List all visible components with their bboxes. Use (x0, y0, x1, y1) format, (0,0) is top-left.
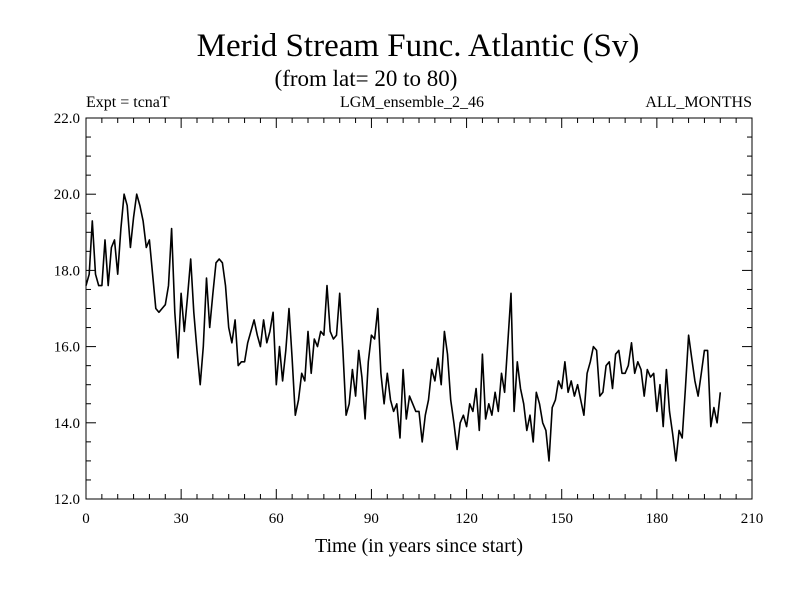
y-tick-label: 16.0 (54, 340, 80, 356)
x-tick-label: 30 (174, 511, 189, 527)
series-line (85, 193, 722, 462)
y-tick-label: 18.0 (54, 263, 80, 279)
x-axis-label: Time (in years since start) (315, 535, 523, 557)
dataset-label: LGM_ensemble_2_46 (340, 94, 484, 111)
x-tick-label: 60 (269, 511, 284, 527)
x-tick-label: 180 (646, 511, 669, 527)
y-tick-label: 22.0 (54, 111, 80, 127)
tick-labels: 0 30 60 90 120 150 180 210 12.0 14.0 16.0 18.0 20.0 2… (54, 111, 764, 527)
y-tick-label: 14.0 (54, 416, 80, 432)
axis-ticks (85, 117, 753, 500)
x-tick-label: 90 (364, 511, 379, 527)
y-tick-label: 12.0 (54, 492, 80, 508)
months-label: ALL_MONTHS (645, 94, 752, 111)
plot-frame (85, 117, 753, 500)
chart-subtitle: (from lat= 20 to 80) (275, 66, 458, 91)
x-tick-label: 120 (455, 511, 478, 527)
y-tick-label: 20.0 (54, 187, 80, 203)
x-tick-label: 0 (82, 511, 90, 527)
chart-title: Merid Stream Func. Atlantic (Sv) (197, 28, 640, 64)
x-tick-label: 210 (741, 511, 764, 527)
experiment-label: Expt = tcnaT (86, 94, 170, 111)
x-tick-label: 150 (550, 511, 573, 527)
